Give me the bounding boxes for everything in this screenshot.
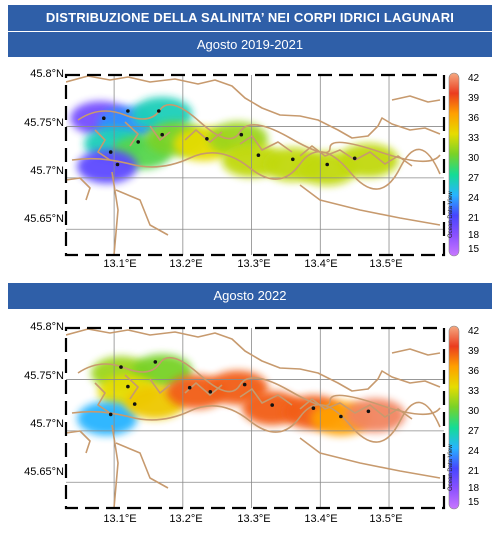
station-marker xyxy=(239,132,244,137)
salinity-zone xyxy=(345,398,406,433)
lon-label-13-3: 13.3°E xyxy=(237,513,271,525)
station-marker xyxy=(115,162,120,167)
colorbar-tick: 18 xyxy=(468,230,480,241)
salinity-colorbar xyxy=(448,325,460,510)
station-marker xyxy=(205,137,209,141)
salinity-field xyxy=(70,97,399,186)
station-marker xyxy=(136,140,140,144)
lat-label-45-65: 45.65°N xyxy=(24,213,64,225)
colorbar-tick: 33 xyxy=(468,386,480,397)
salinity-zone xyxy=(77,149,138,184)
lat-label-45-7: 45.7°N xyxy=(30,165,64,177)
station-marker xyxy=(242,382,247,387)
colorbar-tick: 27 xyxy=(468,426,480,437)
station-marker xyxy=(352,156,357,161)
station-marker xyxy=(108,412,113,417)
colorbar-tick: 15 xyxy=(468,497,480,508)
station-markers xyxy=(102,109,357,167)
colorbar-tick: 27 xyxy=(468,173,480,184)
station-marker xyxy=(208,390,213,394)
lon-label-13-3: 13.3°E xyxy=(237,258,271,270)
station-marker xyxy=(187,385,192,390)
lat-label-45-75: 45.75°N xyxy=(24,370,64,382)
salinity-colorbar xyxy=(448,72,460,257)
station-marker xyxy=(311,406,316,410)
coastline xyxy=(66,328,441,508)
lon-label-13-2: 13.2°E xyxy=(169,258,203,270)
page-title: DISTRIBUZIONE DELLA SALINITA’ NEI CORPI … xyxy=(8,5,492,31)
salinity-map-1 xyxy=(64,72,460,257)
station-marker xyxy=(291,157,295,162)
lat-label-45-65: 45.65°N xyxy=(24,466,64,478)
salinity-map-2 xyxy=(64,325,460,510)
lon-label-13-1: 13.1°E xyxy=(103,513,137,525)
map-frame xyxy=(64,73,446,257)
station-marker xyxy=(119,365,123,369)
station-marker xyxy=(339,414,343,419)
colorbar-tick: 36 xyxy=(468,113,480,124)
map-2-period-title: Agosto 2022 xyxy=(8,283,492,309)
ocean-data-view-watermark: Ocean Data View xyxy=(448,191,454,238)
lat-label-45-75: 45.75°N xyxy=(24,117,64,129)
lon-label-13-5: 13.5°E xyxy=(369,513,403,525)
lon-label-13-5: 13.5°E xyxy=(369,258,403,270)
colorbar-tick: 21 xyxy=(468,213,480,224)
station-marker xyxy=(102,116,106,120)
lat-label-45-7: 45.7°N xyxy=(30,418,64,430)
salinity-map-panel-2: 45.8°N 45.75°N 45.7°N 45.65°N 13.1°E 13.… xyxy=(0,313,500,538)
station-marker xyxy=(153,360,158,364)
station-marker xyxy=(126,384,130,389)
salinity-zone xyxy=(338,143,399,178)
lon-label-13-1: 13.1°E xyxy=(103,258,137,270)
colorbar-tick: 30 xyxy=(468,153,480,164)
station-marker xyxy=(366,409,371,414)
colorbar-tick: 24 xyxy=(468,193,480,204)
station-markers xyxy=(108,360,371,419)
station-marker xyxy=(132,402,137,406)
station-marker xyxy=(126,109,130,113)
station-marker xyxy=(108,150,113,154)
lon-label-13-4: 13.4°E xyxy=(304,513,338,525)
colorbar-tick: 33 xyxy=(468,133,480,144)
colorbar-tick: 18 xyxy=(468,483,480,494)
salinity-zone xyxy=(77,401,138,436)
station-marker xyxy=(157,109,161,113)
station-marker xyxy=(270,403,275,407)
lat-label-45-8: 45.8°N xyxy=(30,321,64,333)
colorbar-tick: 39 xyxy=(468,346,480,357)
colorbar-tick: 42 xyxy=(468,73,480,84)
ocean-data-view-watermark: Ocean Data View xyxy=(448,444,454,491)
station-marker xyxy=(325,162,330,167)
salinity-map-panel-1: 45.8°N 45.75°N 45.7°N 45.65°N 13.1°E 13.… xyxy=(0,60,500,285)
colorbar-tick: 39 xyxy=(468,93,480,104)
lon-label-13-4: 13.4°E xyxy=(304,258,338,270)
lat-label-45-8: 45.8°N xyxy=(30,68,64,80)
colorbar-tick: 30 xyxy=(468,406,480,417)
colorbar-tick: 21 xyxy=(468,466,480,477)
lon-label-13-2: 13.2°E xyxy=(169,513,203,525)
station-marker xyxy=(256,153,261,157)
map-frame xyxy=(64,326,446,510)
colorbar-tick: 15 xyxy=(468,244,480,255)
colorbar-tick: 24 xyxy=(468,446,480,457)
station-marker xyxy=(160,132,164,137)
colorbar-tick: 42 xyxy=(468,326,480,337)
map-1-period-title: Agosto 2019-2021 xyxy=(8,31,492,57)
colorbar-tick: 36 xyxy=(468,366,480,377)
